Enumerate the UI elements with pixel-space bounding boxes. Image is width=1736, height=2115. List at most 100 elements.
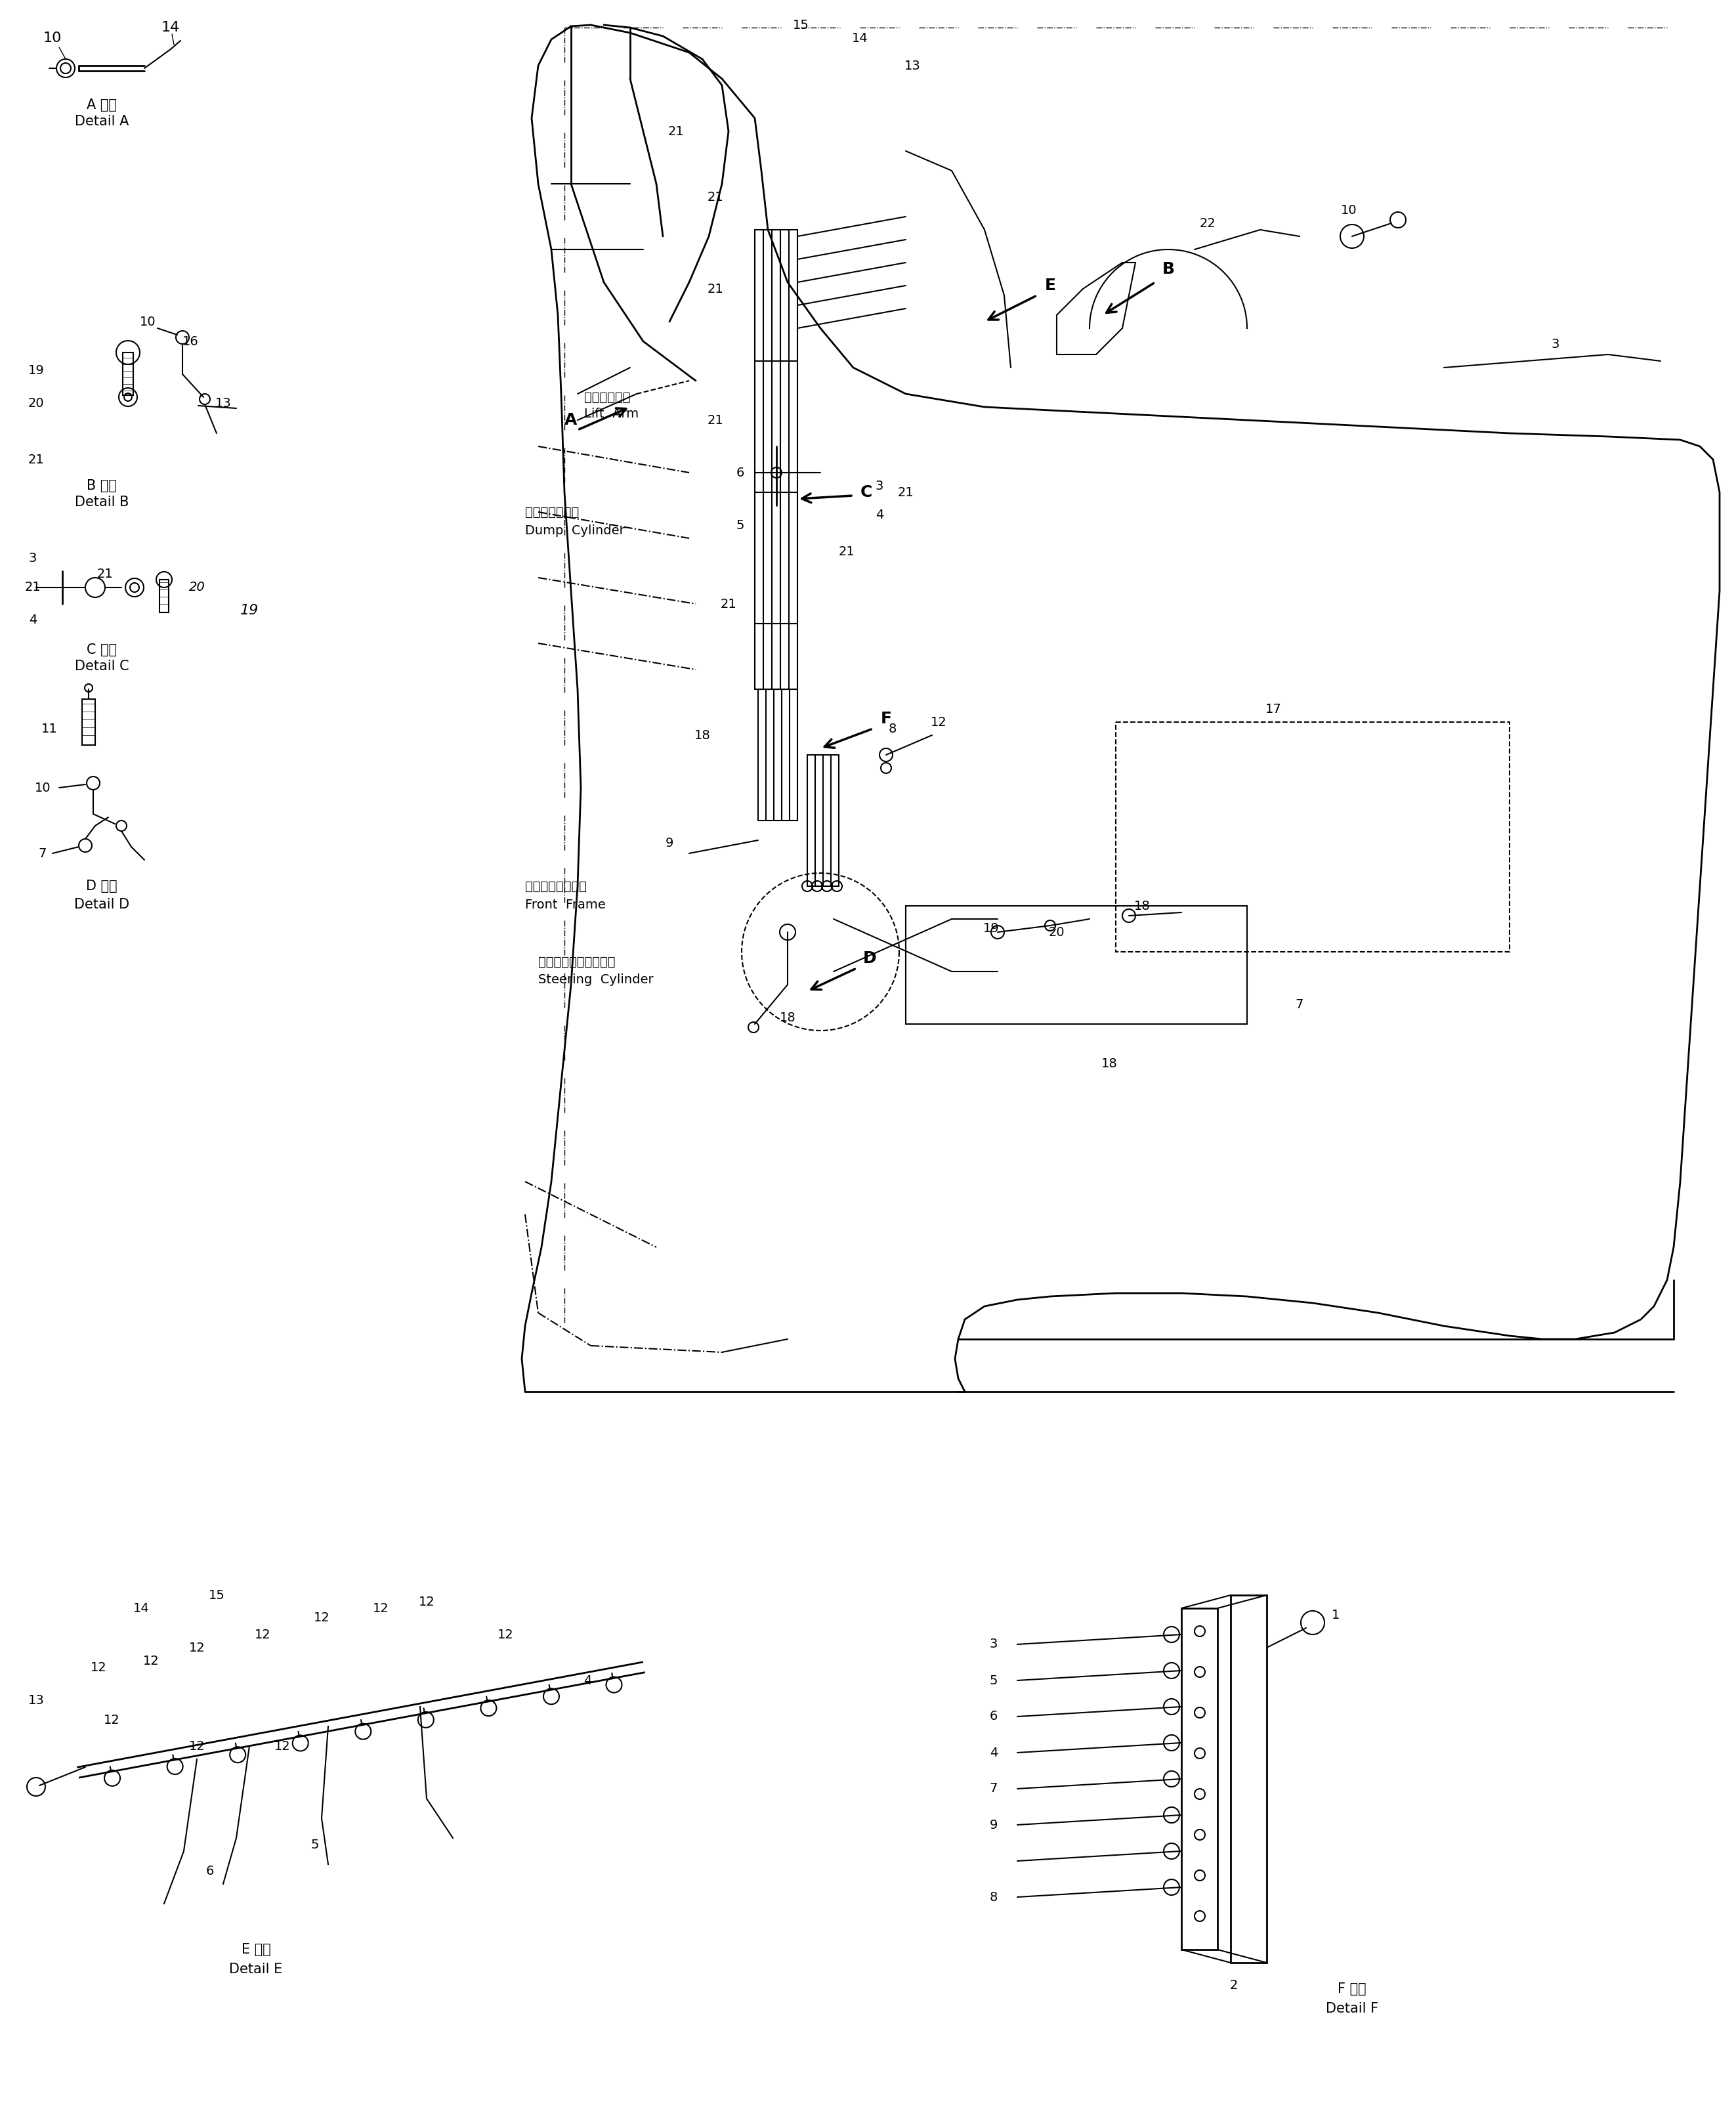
Text: 22: 22 — [1200, 218, 1215, 228]
Text: Detail B: Detail B — [75, 495, 128, 510]
Text: E 詳細: E 詳細 — [241, 1944, 271, 1956]
Text: A 詳細: A 詳細 — [87, 99, 116, 112]
Text: 14: 14 — [161, 21, 181, 34]
Text: D 詳細: D 詳細 — [87, 880, 118, 893]
Text: 5: 5 — [736, 518, 745, 531]
Text: 1: 1 — [1332, 1610, 1340, 1620]
Text: Dump  Cylinder: Dump Cylinder — [524, 525, 625, 537]
Text: 6: 6 — [990, 1711, 998, 1724]
Text: 12: 12 — [104, 1713, 120, 1726]
Text: 4: 4 — [990, 1747, 998, 1760]
Text: 8: 8 — [990, 1891, 998, 1903]
Text: 12: 12 — [418, 1595, 434, 1607]
Text: 7: 7 — [1295, 998, 1304, 1011]
Bar — [82, 700, 95, 744]
Text: 11: 11 — [42, 723, 57, 734]
Text: 3: 3 — [30, 552, 36, 565]
Text: 12: 12 — [930, 715, 946, 728]
Text: リフトアーム: リフトアーム — [583, 391, 630, 404]
Bar — [160, 580, 168, 613]
Text: Front  Frame: Front Frame — [524, 899, 606, 912]
Text: 13: 13 — [28, 1694, 43, 1707]
Text: 10: 10 — [35, 780, 50, 793]
Text: 21: 21 — [707, 190, 724, 203]
Text: 6: 6 — [207, 1865, 214, 1876]
Bar — [1231, 1595, 1267, 1963]
Text: 20: 20 — [28, 398, 43, 410]
Text: 15: 15 — [208, 1588, 224, 1601]
Text: 13: 13 — [215, 398, 231, 410]
Text: Lift  Arm: Lift Arm — [583, 408, 639, 419]
Text: 21: 21 — [24, 582, 42, 594]
Text: 12: 12 — [314, 1612, 330, 1624]
Text: Steering  Cylinder: Steering Cylinder — [538, 973, 653, 986]
Text: 10: 10 — [43, 32, 62, 44]
Bar — [123, 353, 134, 396]
Text: 3: 3 — [1552, 338, 1559, 351]
Text: 12: 12 — [255, 1629, 271, 1641]
Text: 4: 4 — [583, 1675, 592, 1686]
Text: 12: 12 — [142, 1654, 160, 1667]
Text: 6: 6 — [736, 467, 745, 478]
Text: F: F — [880, 711, 892, 728]
Text: 18: 18 — [694, 730, 710, 742]
Text: B: B — [1161, 262, 1175, 277]
Text: 18: 18 — [1101, 1058, 1118, 1070]
Text: 19: 19 — [28, 364, 43, 376]
Text: 9: 9 — [665, 838, 674, 850]
Text: 12: 12 — [496, 1629, 514, 1641]
Text: B 詳細: B 詳細 — [87, 480, 116, 493]
Text: 7: 7 — [38, 848, 47, 859]
Text: 18: 18 — [1134, 899, 1151, 912]
Text: 10: 10 — [139, 315, 156, 328]
Text: 19: 19 — [983, 922, 1000, 935]
Text: 3: 3 — [990, 1639, 998, 1650]
Text: Detail D: Detail D — [75, 899, 130, 912]
Text: 21: 21 — [898, 486, 913, 499]
Text: 8: 8 — [889, 723, 898, 734]
Text: ステアリングシリンダ: ステアリングシリンダ — [538, 956, 615, 969]
Text: 13: 13 — [904, 59, 920, 72]
Text: 15: 15 — [793, 19, 809, 32]
Text: Detail C: Detail C — [75, 660, 128, 673]
Text: 12: 12 — [274, 1741, 290, 1753]
Text: 3: 3 — [875, 480, 884, 493]
Text: 14: 14 — [852, 32, 868, 44]
Text: 7: 7 — [990, 1783, 998, 1796]
Text: 16: 16 — [182, 334, 198, 347]
Text: 9: 9 — [990, 1819, 998, 1832]
Text: Detail F: Detail F — [1326, 2003, 1378, 2016]
Text: 21: 21 — [28, 453, 43, 465]
Text: 21: 21 — [838, 546, 854, 558]
Text: フロントフレーム: フロントフレーム — [524, 880, 587, 893]
Text: 12: 12 — [373, 1601, 389, 1614]
Text: 21: 21 — [707, 415, 724, 427]
Text: 21: 21 — [668, 125, 684, 137]
Bar — [1182, 1607, 1217, 1950]
Text: D: D — [863, 950, 877, 967]
Text: E: E — [1045, 277, 1055, 294]
Text: 18: 18 — [779, 1011, 795, 1024]
Text: ダンプシリンダ: ダンプシリンダ — [524, 505, 580, 518]
Text: Detail A: Detail A — [75, 114, 128, 129]
Text: 14: 14 — [134, 1601, 149, 1614]
Text: 12: 12 — [189, 1741, 205, 1753]
Text: 21: 21 — [720, 599, 736, 609]
Text: 21: 21 — [97, 569, 113, 582]
Text: 5: 5 — [990, 1675, 998, 1686]
Text: 5: 5 — [311, 1838, 319, 1851]
Text: 20: 20 — [189, 582, 205, 594]
Text: F 詳細: F 詳細 — [1338, 1982, 1366, 1997]
Text: 2: 2 — [1229, 1980, 1238, 1992]
Bar — [1116, 721, 1510, 952]
Text: C 詳細: C 詳細 — [87, 643, 116, 656]
Text: A: A — [564, 412, 578, 427]
Text: 4: 4 — [875, 510, 884, 522]
Text: 12: 12 — [90, 1660, 106, 1673]
Text: 19: 19 — [240, 605, 259, 618]
Text: 20: 20 — [1049, 926, 1064, 939]
Text: Detail E: Detail E — [229, 1963, 283, 1975]
Text: 12: 12 — [189, 1641, 205, 1654]
Text: 21: 21 — [707, 283, 724, 296]
Text: C: C — [861, 484, 873, 499]
